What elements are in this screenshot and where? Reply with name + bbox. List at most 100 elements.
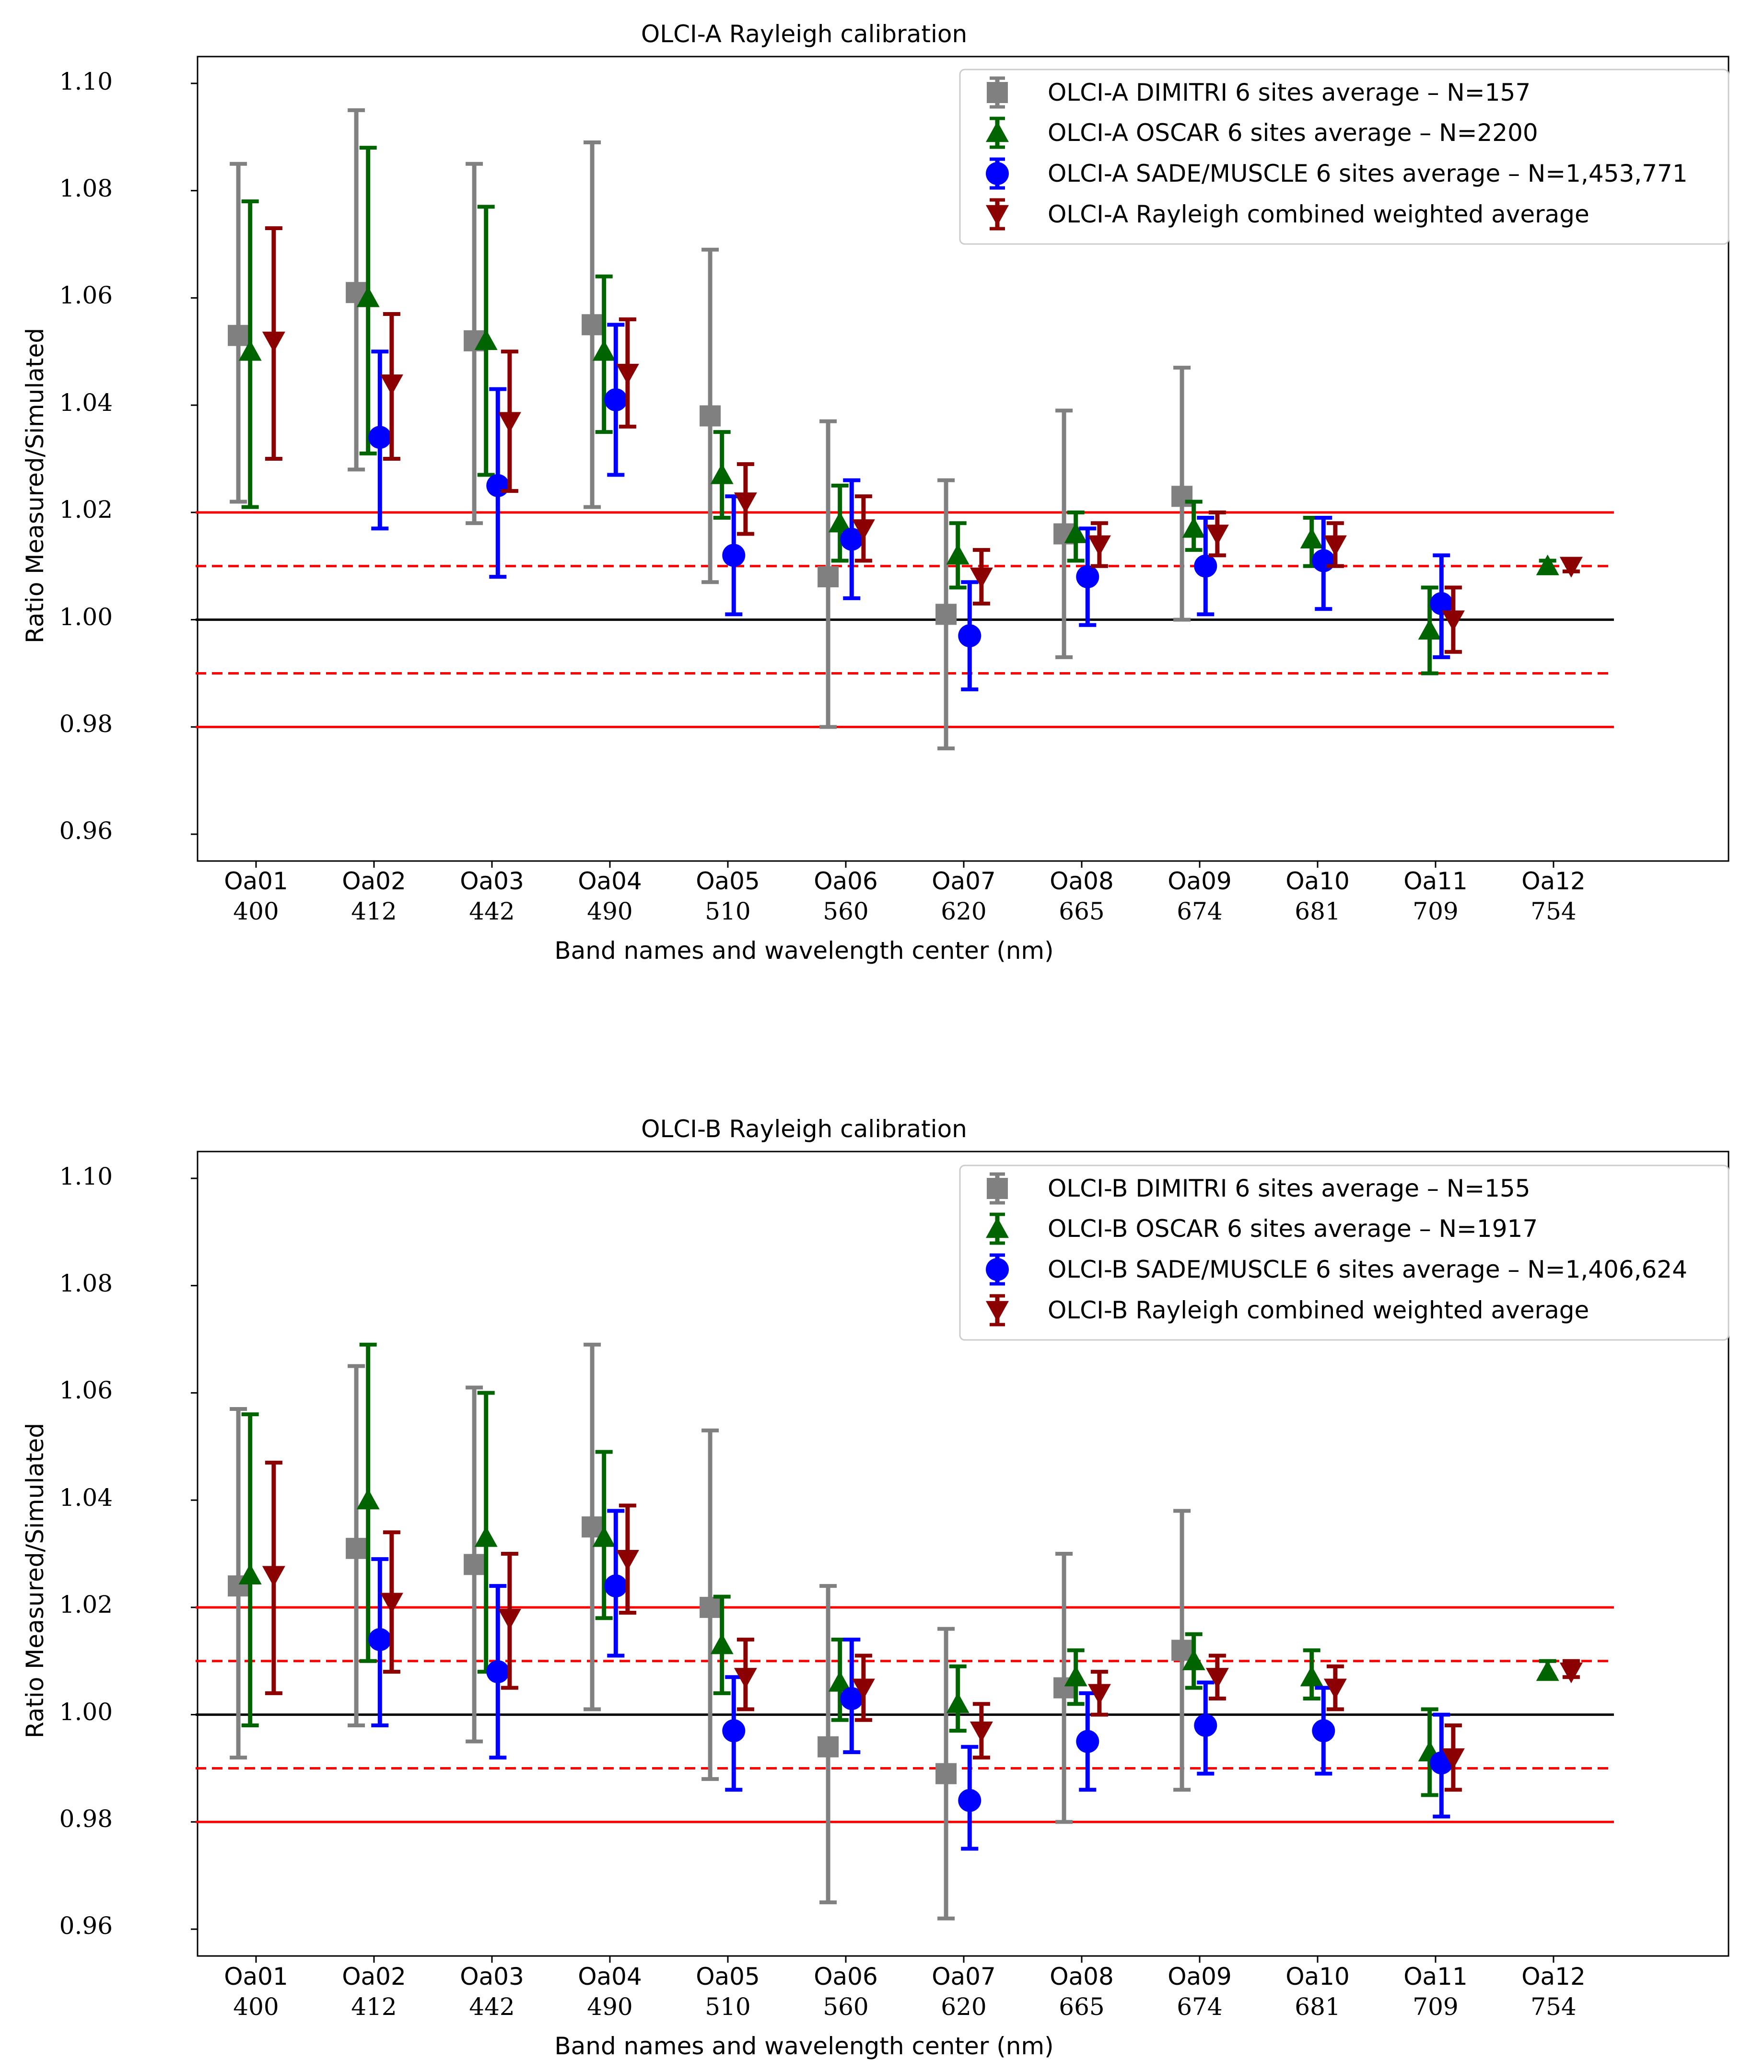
x-tick-wavelength: 400 xyxy=(233,897,279,925)
x-tick-wavelength: 754 xyxy=(1530,897,1576,925)
data-point xyxy=(1430,592,1453,616)
x-tick-wavelength: 560 xyxy=(823,897,868,925)
data-point xyxy=(368,426,392,449)
x-tick-band: Oa08 xyxy=(1050,867,1114,895)
data-point xyxy=(1536,554,1559,575)
x-tick-wavelength: 400 xyxy=(233,1993,279,2021)
legend: OLCI-B DIMITRI 6 sites average – N=155 O… xyxy=(959,1164,1729,1341)
x-tick-band: Oa03 xyxy=(460,1963,524,1991)
data-point xyxy=(238,1563,262,1584)
x-tick-band: Oa09 xyxy=(1168,1963,1232,1991)
data-point xyxy=(840,1687,864,1711)
data-point xyxy=(486,1660,510,1684)
legend-label: OLCI-B Rayleigh combined weighted averag… xyxy=(1048,1296,1589,1324)
legend-label: OLCI-A SADE/MUSCLE 6 sites average – N=1… xyxy=(1048,160,1688,187)
y-tick-label: 1.06 xyxy=(59,281,113,309)
x-tick-wavelength: 709 xyxy=(1413,897,1458,925)
data-point xyxy=(616,1549,639,1571)
x-tick-band: Oa10 xyxy=(1285,1963,1350,1991)
x-tick-band: Oa09 xyxy=(1168,867,1232,895)
x-tick-band: Oa04 xyxy=(578,867,642,895)
data-point xyxy=(734,1668,757,1689)
data-point xyxy=(700,1596,721,1618)
y-tick-labels: 0.96 0.98 1.00 1.02 1.04 1.06 1.08 1.10 xyxy=(59,68,113,845)
data-point xyxy=(1441,1748,1465,1769)
data-point xyxy=(1300,1665,1323,1687)
x-tick-band: Oa04 xyxy=(578,1963,642,1991)
data-point xyxy=(700,405,721,427)
data-point xyxy=(1064,522,1087,543)
data-point xyxy=(852,1678,875,1700)
y-axis-label: Ratio Measured/Simulated xyxy=(21,1423,49,1738)
data-point xyxy=(616,363,639,385)
x-tick-band: Oa05 xyxy=(696,1963,760,1991)
chart-olci-a: OLCI-A Rayleigh calibration Band names a… xyxy=(21,20,1729,965)
data-point xyxy=(592,340,616,361)
x-tick-wavelength: 620 xyxy=(941,1993,986,2021)
data-point xyxy=(1194,554,1217,578)
x-tick-wavelength: 412 xyxy=(351,897,397,925)
data-point xyxy=(1182,517,1205,538)
y-tick-label: 0.96 xyxy=(59,817,113,845)
x-tick-wavelength: 560 xyxy=(823,1993,868,2021)
data-point xyxy=(710,1633,734,1654)
data-point xyxy=(958,1789,981,1812)
data-point xyxy=(818,1736,839,1758)
data-point xyxy=(1064,1665,1087,1687)
y-tick-label: 1.08 xyxy=(59,175,113,202)
data-point xyxy=(1559,557,1583,578)
y-tick-label: 1.10 xyxy=(59,68,113,95)
data-point xyxy=(828,1671,852,1692)
x-tick-labels: Oa01 400 Oa02 412 Oa03 442 Oa04 490 Oa05… xyxy=(224,1963,1586,2021)
data-point xyxy=(262,1566,285,1587)
data-point xyxy=(958,624,981,648)
legend-label: OLCI-A DIMITRI 6 sites average – N=157 xyxy=(1048,79,1530,106)
x-tick-band: Oa07 xyxy=(932,867,996,895)
x-tick-wavelength: 510 xyxy=(705,897,750,925)
data-point xyxy=(368,1628,392,1651)
x-tick-wavelength: 620 xyxy=(941,897,986,925)
x-tick-wavelength: 674 xyxy=(1177,897,1222,925)
legend-marker xyxy=(986,1217,1009,1238)
x-tick-band: Oa02 xyxy=(342,1963,406,1991)
data-point xyxy=(1076,565,1099,589)
data-point xyxy=(1300,527,1323,548)
data-point xyxy=(1194,1713,1217,1737)
data-point xyxy=(604,1574,628,1598)
data-point xyxy=(498,412,521,433)
x-tick-wavelength: 442 xyxy=(469,897,514,925)
data-point xyxy=(722,1719,746,1743)
x-tick-band: Oa12 xyxy=(1521,867,1586,895)
x-tick-band: Oa11 xyxy=(1403,867,1468,895)
series-triangle-down xyxy=(262,226,1583,654)
data-point xyxy=(1441,610,1465,631)
x-tick-band: Oa03 xyxy=(460,867,524,895)
x-tick-wavelength: 665 xyxy=(1059,1993,1104,2021)
x-tick-wavelength: 490 xyxy=(587,897,632,925)
series-circle xyxy=(368,323,1453,692)
data-point xyxy=(722,544,746,567)
x-tick-band: Oa08 xyxy=(1050,1963,1114,1991)
legend-label: OLCI-A Rayleigh combined weighted averag… xyxy=(1048,200,1589,228)
x-tick-wavelength: 681 xyxy=(1295,1993,1340,2021)
x-tick-wavelength: 665 xyxy=(1059,897,1104,925)
data-point xyxy=(380,374,403,396)
y-tick-label: 0.96 xyxy=(59,1912,113,1940)
y-tick-label: 1.02 xyxy=(59,1591,113,1618)
x-tick-band: Oa01 xyxy=(224,867,288,895)
legend-marker xyxy=(987,1178,1008,1199)
data-point xyxy=(935,604,957,625)
data-point xyxy=(734,492,757,513)
y-tick-label: 1.02 xyxy=(59,496,113,524)
legend-marker xyxy=(986,205,1009,226)
data-point xyxy=(946,544,970,565)
data-point xyxy=(1076,1730,1099,1753)
data-point xyxy=(474,329,498,350)
legend-marker xyxy=(986,1301,1009,1322)
x-tick-band: Oa06 xyxy=(814,1963,878,1991)
x-tick-wavelength: 510 xyxy=(705,1993,750,2021)
y-tick-label: 1.10 xyxy=(59,1163,113,1190)
legend-marker xyxy=(987,82,1008,103)
